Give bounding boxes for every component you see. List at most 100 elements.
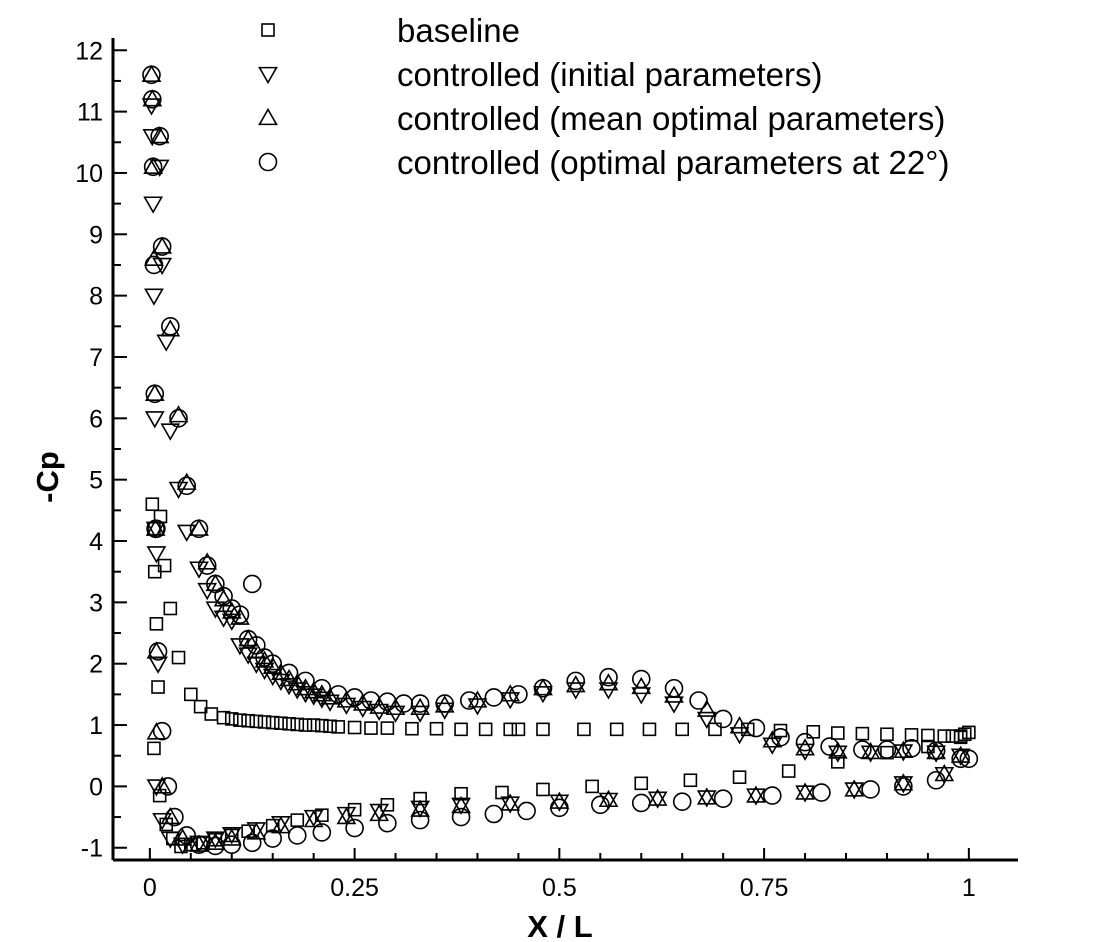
- y-tick-label: 10: [75, 160, 103, 188]
- circle-point: [169, 409, 188, 428]
- triangle-up-point: [369, 696, 390, 714]
- triangle-up-point: [160, 806, 181, 825]
- triangle-up-point: [533, 678, 553, 696]
- x-axis-ticks: 0 0.25 0.5 0.75 1: [143, 848, 976, 902]
- circle-point: [713, 789, 733, 808]
- square-point: [257, 715, 272, 729]
- square-point: [233, 713, 247, 727]
- triangle-up-point: [149, 126, 170, 144]
- y-tick-label: 3: [89, 589, 103, 617]
- square-point: [249, 714, 264, 729]
- circle-point: [148, 642, 168, 661]
- square-point: [241, 713, 255, 728]
- legend-label: controlled (optimal parameters at 22°): [397, 144, 949, 181]
- circle-point: [410, 694, 430, 713]
- triangle-down-point: [844, 782, 865, 800]
- triangle-up-point: [467, 690, 488, 708]
- triangle-up-point: [271, 816, 291, 834]
- y-axis-title: -Cp: [30, 451, 65, 503]
- triangle-down-point: [145, 521, 166, 539]
- triangle-up-point: [168, 405, 189, 423]
- triangle-down-point: [795, 743, 815, 761]
- y-tick-label: 7: [89, 344, 103, 372]
- triangle-up-point: [451, 795, 471, 814]
- square-point: [855, 726, 870, 741]
- circle-point: [197, 556, 217, 575]
- circle-point: [189, 519, 209, 539]
- circle-point: [459, 691, 479, 710]
- square-point: [683, 773, 698, 788]
- square-point: [536, 782, 550, 797]
- square-point: [675, 722, 690, 737]
- circle-point: [713, 709, 733, 729]
- circle-point: [599, 667, 618, 687]
- circle-point: [926, 741, 946, 761]
- series-circle: [142, 65, 979, 856]
- circle-point: [177, 826, 197, 845]
- triangle-down-point: [647, 791, 668, 809]
- square-point: [184, 687, 198, 702]
- legend-circle-marker: [258, 152, 278, 172]
- x-tick-label: 0.75: [740, 874, 789, 902]
- square-point: [413, 791, 427, 806]
- triangle-up-point: [141, 64, 162, 82]
- square-point: [157, 558, 172, 573]
- circle-point: [550, 798, 569, 818]
- square-point: [347, 720, 362, 735]
- circle-point: [951, 749, 970, 769]
- data-markers: [141, 64, 979, 856]
- triangle-up-point: [664, 685, 684, 703]
- square-point: [511, 722, 526, 737]
- square-point: [642, 722, 657, 737]
- triangle-up-point: [246, 822, 267, 840]
- x-tick-label: 0.5: [542, 874, 577, 902]
- square-point: [904, 728, 919, 742]
- circle-point: [161, 317, 180, 336]
- triangle-down-point: [144, 411, 165, 429]
- triangle-down-point: [160, 423, 181, 441]
- y-tick-label: 12: [75, 37, 103, 65]
- square-point: [224, 712, 239, 726]
- circle-point: [566, 671, 586, 691]
- circle-point: [263, 654, 283, 674]
- circle-point: [853, 740, 872, 759]
- square-point: [921, 728, 935, 743]
- square-point: [831, 726, 845, 740]
- square-point: [323, 719, 337, 734]
- triangle-up-point: [146, 641, 167, 659]
- triangle-up-point: [145, 518, 166, 536]
- square-point: [831, 755, 845, 769]
- triangle-up-point: [144, 383, 165, 401]
- triangle-up-point: [189, 518, 209, 536]
- legend-entry: controlled (optimal parameters at 22°): [258, 144, 949, 181]
- circle-point: [142, 65, 161, 85]
- triangle-down-point: [664, 696, 684, 714]
- square-point: [152, 788, 167, 803]
- triangle-down-point: [205, 601, 226, 619]
- triangle-down-point: [146, 546, 167, 564]
- triangle-down-point: [144, 288, 164, 306]
- triangle-down-point: [143, 196, 164, 214]
- circle-point: [894, 777, 913, 796]
- triangle-down-point: [221, 827, 242, 845]
- circle-point: [509, 685, 528, 704]
- triangle-down-point: [696, 711, 717, 730]
- legend-label: baseline: [397, 12, 520, 49]
- triangle-up-point: [205, 573, 226, 592]
- circle-point: [795, 732, 815, 752]
- triangle-up-point: [303, 681, 324, 699]
- square-point: [265, 715, 280, 730]
- triangle-up-point: [336, 806, 357, 825]
- triangle-down-point: [205, 831, 226, 849]
- triangle-up-point: [279, 668, 299, 687]
- circle-point: [158, 777, 178, 796]
- square-point: [290, 717, 305, 732]
- square-point: [405, 721, 419, 736]
- legend-triangle-down-marker: [258, 66, 278, 85]
- triangle-up-point: [926, 741, 946, 760]
- circle-point: [664, 678, 684, 698]
- y-tick-label: 8: [89, 283, 103, 311]
- triangle-up-point: [893, 740, 914, 758]
- circle-point: [222, 835, 242, 854]
